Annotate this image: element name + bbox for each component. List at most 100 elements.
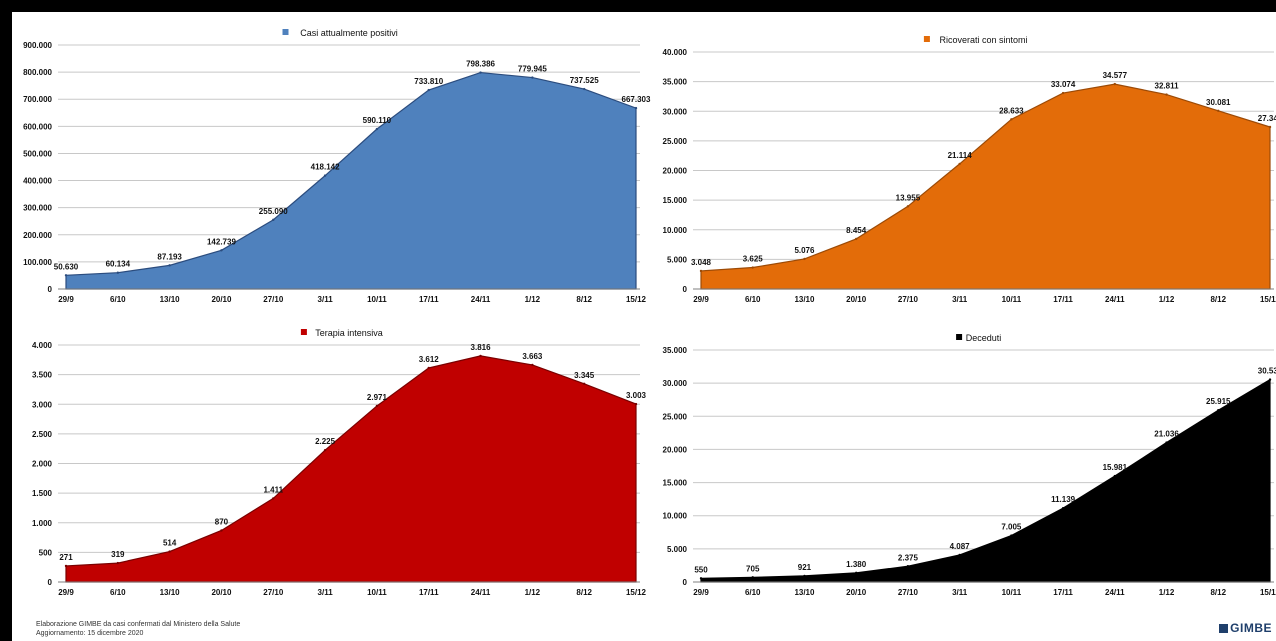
data-point xyxy=(854,237,858,241)
y-tick-label: 2.500 xyxy=(32,430,53,439)
data-point xyxy=(906,565,910,568)
data-label: 255.090 xyxy=(259,207,288,216)
data-point xyxy=(323,448,327,452)
y-tick-label: 800.000 xyxy=(23,68,52,77)
data-point xyxy=(634,106,638,110)
x-tick-label: 8/12 xyxy=(1210,295,1226,304)
data-label: 3.612 xyxy=(419,355,440,364)
data-label: 2.375 xyxy=(898,553,919,562)
logo-mark-icon xyxy=(1219,624,1229,634)
chart-figure: 0 100.000 200.000 300.000 400.000 500.000 600.… xyxy=(12,12,1276,641)
update-date: Aggiornamento: 15 dicembre 2020 xyxy=(36,630,144,637)
x-tick-label: 20/10 xyxy=(211,588,232,597)
data-point xyxy=(64,564,68,568)
data-label: 779.945 xyxy=(518,65,547,74)
data-point xyxy=(803,257,806,261)
x-tick-label: 29/9 xyxy=(693,588,709,597)
y-tick-label: 3.000 xyxy=(32,400,53,409)
data-label: 798.386 xyxy=(466,60,495,69)
y-tick-label: 1.000 xyxy=(32,519,53,528)
x-tick-label: 1/12 xyxy=(1159,295,1175,304)
chart-panel-terapia-intensiva: 0 500 1.000 1.500 2.000 2.500 3.000 3.500 4.000 2… xyxy=(12,318,647,616)
data-point xyxy=(64,274,68,277)
legend-swatch xyxy=(300,329,307,335)
data-label: 50.630 xyxy=(54,262,79,271)
data-point xyxy=(531,363,534,367)
data-label: 11.139 xyxy=(1051,495,1076,504)
data-label: 21.036 xyxy=(1154,430,1179,439)
y-tick-label: 600.000 xyxy=(23,122,52,131)
data-label: 1.380 xyxy=(846,560,867,569)
x-tick-label: 27/10 xyxy=(898,588,919,597)
data-point xyxy=(1268,125,1272,129)
data-point xyxy=(699,577,703,580)
data-point xyxy=(751,266,754,269)
y-tick-label: 0 xyxy=(683,285,688,294)
x-tick-label: 1/12 xyxy=(1159,588,1175,597)
data-label: 33.074 xyxy=(1051,80,1076,89)
x-tick-label: 17/11 xyxy=(419,295,439,304)
data-point xyxy=(168,264,171,267)
data-label: 870 xyxy=(215,517,229,526)
data-point xyxy=(699,269,703,273)
data-label: 28.633 xyxy=(999,106,1024,115)
x-tick-label: 29/9 xyxy=(58,588,74,597)
y-tick-label: 25.000 xyxy=(663,412,688,421)
data-point xyxy=(1268,378,1272,381)
data-point xyxy=(531,76,534,79)
data-point xyxy=(375,404,379,408)
data-point xyxy=(1061,91,1065,95)
data-point xyxy=(220,529,223,532)
x-tick-label: 20/10 xyxy=(846,588,867,597)
legend-swatch xyxy=(956,334,963,340)
data-point xyxy=(1217,409,1220,412)
y-tick-label: 0 xyxy=(48,285,53,294)
chart-svg: 0 500 1.000 1.500 2.000 2.500 3.000 3.500 4.000 2… xyxy=(32,328,647,597)
data-label: 4.087 xyxy=(950,542,971,551)
data-point xyxy=(958,162,961,166)
x-tick-label: 10/11 xyxy=(367,588,387,597)
source-note: Elaborazione GIMBE da casi confermati da… xyxy=(36,620,240,638)
y-tick-label: 1.500 xyxy=(32,489,53,498)
data-point xyxy=(803,574,806,578)
y-tick-label: 0 xyxy=(683,578,688,587)
x-tick-label: 24/11 xyxy=(471,295,491,304)
x-tick-label: 6/10 xyxy=(745,588,761,597)
legend-label: Terapia intensiva xyxy=(315,328,383,338)
data-label: 7.005 xyxy=(1001,523,1022,532)
y-tick-label: 500.000 xyxy=(23,149,52,158)
chart-svg: 0 5.000 10.000 15.000 20.000 25.000 30.000 35.0… xyxy=(663,333,1276,597)
y-tick-label: 10.000 xyxy=(663,512,688,521)
data-point xyxy=(1165,93,1168,96)
x-tick-label: 17/11 xyxy=(419,588,439,597)
y-tick-label: 25.000 xyxy=(663,137,688,146)
data-point xyxy=(582,382,586,386)
series-area xyxy=(65,355,637,583)
chart-svg: 0 5.000 10.000 15.000 20.000 25.000 30.000 35.0… xyxy=(663,35,1276,304)
y-tick-label: 5.000 xyxy=(667,255,688,264)
data-label: 30.081 xyxy=(1206,98,1231,107)
data-label: 921 xyxy=(798,563,812,572)
series-area xyxy=(700,83,1271,290)
data-point xyxy=(854,571,858,575)
data-point xyxy=(116,561,120,565)
x-tick-label: 10/11 xyxy=(1002,295,1022,304)
data-label: 142.739 xyxy=(207,237,236,246)
y-tick-label: 300.000 xyxy=(23,204,52,213)
data-label: 550 xyxy=(694,565,708,574)
x-tick-label: 24/11 xyxy=(1105,295,1125,304)
chart-panel-casi-positivi: 0 100.000 200.000 300.000 400.000 500.000 600.… xyxy=(12,12,651,312)
x-tick-label: 6/10 xyxy=(745,295,761,304)
data-point xyxy=(906,205,910,208)
data-label: 3.345 xyxy=(574,371,595,380)
data-point xyxy=(479,71,482,74)
data-label: 13.955 xyxy=(896,193,921,202)
x-tick-label: 29/9 xyxy=(58,295,74,304)
chart-panel-deceduti: 0 5.000 10.000 15.000 20.000 25.000 30.000 35.0… xyxy=(644,318,1276,616)
x-tick-label: 3/11 xyxy=(318,295,334,304)
x-tick-label: 8/12 xyxy=(576,295,592,304)
y-tick-label: 30.000 xyxy=(663,379,688,388)
y-tick-label: 200.000 xyxy=(23,231,52,240)
data-label: 5.076 xyxy=(794,246,815,255)
data-point xyxy=(427,366,430,370)
